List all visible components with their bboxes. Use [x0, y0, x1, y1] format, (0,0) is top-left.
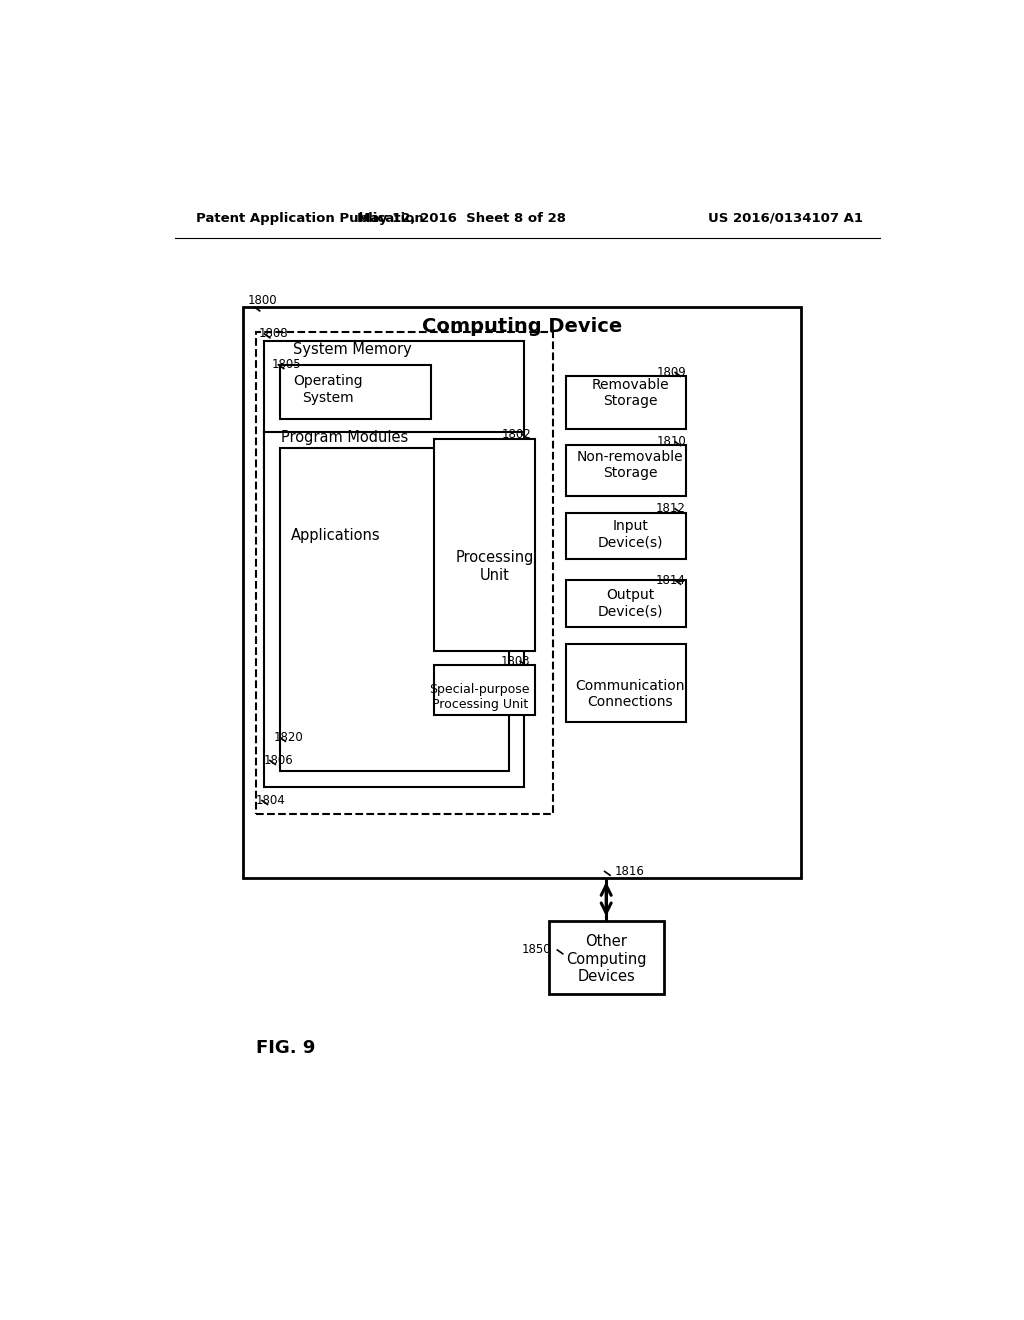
Text: 1850: 1850: [521, 944, 551, 957]
Text: Patent Application Publication: Patent Application Publication: [197, 213, 424, 224]
Text: Special-purpose
Processing Unit: Special-purpose Processing Unit: [430, 684, 530, 711]
Text: Operating
System: Operating System: [293, 375, 362, 404]
Text: Applications: Applications: [291, 528, 381, 544]
Bar: [566, 581, 686, 627]
Text: 1810: 1810: [656, 436, 686, 449]
Bar: [243, 308, 801, 878]
Text: 1808: 1808: [258, 327, 288, 341]
Text: Non-removable
Storage: Non-removable Storage: [577, 450, 683, 480]
Bar: [434, 665, 535, 715]
Text: 1804: 1804: [256, 795, 286, 807]
Text: Input
Device(s): Input Device(s): [597, 519, 663, 549]
Bar: [566, 512, 686, 558]
Text: Computing Device: Computing Device: [422, 317, 622, 335]
Bar: [549, 921, 664, 994]
Text: 1800: 1800: [248, 294, 278, 308]
Bar: [264, 432, 524, 788]
Text: Communication
Connections: Communication Connections: [575, 680, 685, 709]
Text: Other
Computing
Devices: Other Computing Devices: [566, 935, 646, 985]
Text: 1814: 1814: [656, 574, 686, 587]
Text: Program Modules: Program Modules: [282, 430, 409, 445]
Text: 1802: 1802: [502, 428, 531, 441]
Text: 1805: 1805: [272, 358, 302, 371]
Text: May 12, 2016  Sheet 8 of 28: May 12, 2016 Sheet 8 of 28: [356, 213, 565, 224]
Text: FIG. 9: FIG. 9: [256, 1039, 315, 1057]
Text: US 2016/0134107 A1: US 2016/0134107 A1: [708, 213, 862, 224]
Bar: [280, 364, 431, 418]
Text: 1812: 1812: [656, 502, 686, 515]
Text: 1809: 1809: [656, 366, 686, 379]
Text: 1816: 1816: [614, 865, 644, 878]
Text: 1803: 1803: [501, 655, 530, 668]
Bar: [256, 333, 553, 813]
Text: 1820: 1820: [273, 731, 303, 744]
Text: 1806: 1806: [263, 754, 293, 767]
Text: Processing
Unit: Processing Unit: [456, 550, 534, 582]
Bar: [566, 376, 686, 429]
Bar: [434, 440, 535, 651]
Bar: [566, 445, 686, 496]
Bar: [566, 644, 686, 722]
Text: System Memory: System Memory: [293, 342, 412, 356]
Text: Output
Device(s): Output Device(s): [597, 589, 663, 619]
Text: Removable
Storage: Removable Storage: [592, 378, 669, 408]
Bar: [280, 447, 509, 771]
Bar: [264, 341, 524, 469]
